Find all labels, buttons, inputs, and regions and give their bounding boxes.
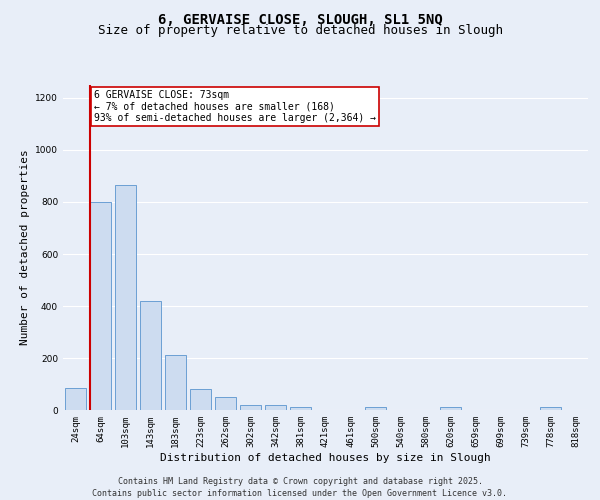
Bar [240, 405, 261, 410]
Bar [190, 389, 211, 410]
Bar [540, 408, 561, 410]
Bar [440, 408, 461, 410]
X-axis label: Distribution of detached houses by size in Slough: Distribution of detached houses by size … [160, 452, 491, 462]
Bar [115, 185, 136, 410]
Bar [290, 408, 311, 410]
Bar [265, 405, 286, 410]
Bar [215, 397, 236, 410]
Text: 6 GERVAISE CLOSE: 73sqm
← 7% of detached houses are smaller (168)
93% of semi-de: 6 GERVAISE CLOSE: 73sqm ← 7% of detached… [94, 90, 376, 124]
Y-axis label: Number of detached properties: Number of detached properties [20, 150, 29, 346]
Bar [140, 301, 161, 410]
Text: Size of property relative to detached houses in Slough: Size of property relative to detached ho… [97, 24, 503, 37]
Text: 6, GERVAISE CLOSE, SLOUGH, SL1 5NQ: 6, GERVAISE CLOSE, SLOUGH, SL1 5NQ [158, 12, 442, 26]
Text: Contains HM Land Registry data © Crown copyright and database right 2025.
Contai: Contains HM Land Registry data © Crown c… [92, 476, 508, 498]
Bar [65, 388, 86, 410]
Bar [365, 408, 386, 410]
Bar [165, 356, 186, 410]
Bar [90, 202, 111, 410]
